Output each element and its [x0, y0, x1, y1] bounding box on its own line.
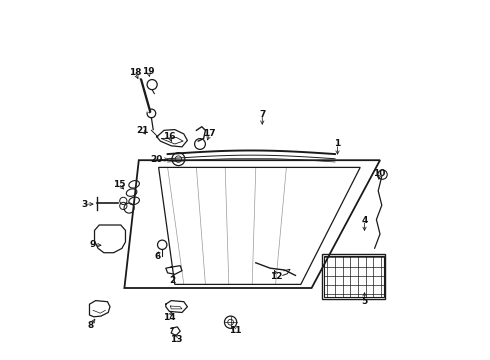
Bar — [322, 254, 386, 299]
Text: 7: 7 — [259, 110, 266, 119]
Text: 16: 16 — [163, 132, 175, 140]
Text: 2: 2 — [169, 276, 175, 284]
Text: 4: 4 — [361, 216, 368, 225]
Text: 1: 1 — [334, 139, 341, 148]
Text: 20: 20 — [150, 155, 163, 164]
Text: 19: 19 — [142, 68, 155, 77]
Text: 13: 13 — [170, 335, 182, 343]
Text: 17: 17 — [203, 129, 216, 138]
Text: 3: 3 — [82, 199, 88, 209]
Text: 10: 10 — [373, 169, 385, 178]
Text: 5: 5 — [362, 297, 368, 306]
Text: 18: 18 — [129, 68, 142, 77]
Bar — [324, 256, 384, 297]
Text: 21: 21 — [136, 126, 148, 135]
Text: 6: 6 — [155, 252, 161, 261]
Text: 11: 11 — [229, 326, 241, 335]
Text: 12: 12 — [270, 272, 283, 281]
Text: 9: 9 — [90, 240, 96, 249]
Text: 8: 8 — [88, 321, 94, 330]
Text: 14: 14 — [163, 313, 176, 322]
Text: 15: 15 — [113, 180, 125, 189]
